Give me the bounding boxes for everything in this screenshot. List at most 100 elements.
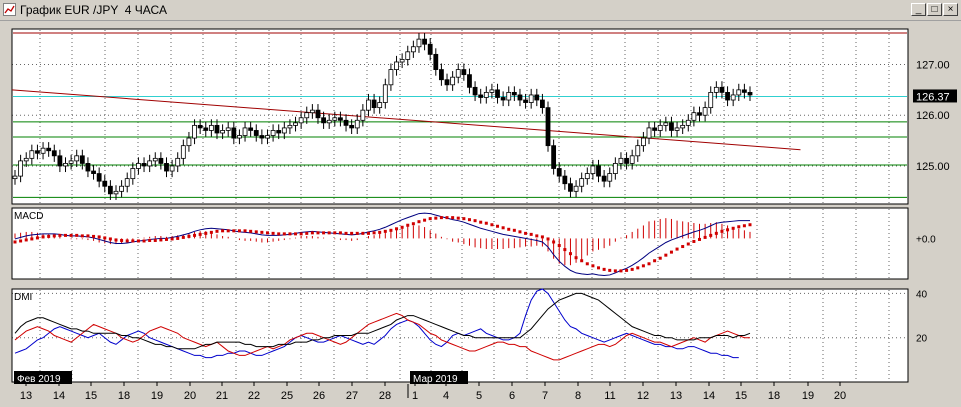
macd-signal-dot	[164, 237, 168, 241]
x-axis-label: 7	[542, 390, 548, 402]
candle-body	[18, 160, 24, 177]
maximize-button[interactable]: □	[927, 3, 942, 16]
macd-signal-dot	[479, 220, 483, 224]
macd-signal-dot	[473, 219, 477, 223]
candle-body	[410, 46, 416, 53]
candle-body	[147, 160, 153, 167]
window-title: График EUR /JPY 4 ЧАСА	[20, 3, 167, 17]
macd-signal-dot	[675, 247, 679, 251]
macd-signal-dot	[636, 266, 640, 270]
candle-body	[119, 185, 125, 192]
macd-signal-dot	[406, 223, 410, 227]
macd-signal-dot	[170, 237, 174, 241]
x-axis-label: 20	[834, 390, 846, 402]
price-panel	[11, 28, 909, 205]
macd-signal-dot	[451, 216, 455, 220]
candle-body	[405, 51, 411, 60]
macd-signal-dot	[63, 233, 67, 237]
macd-signal-dot	[400, 225, 404, 229]
x-axis-label: 27	[346, 390, 358, 402]
macd-signal-dot	[338, 231, 342, 235]
macd-signal-dot	[226, 229, 230, 233]
macd-signal-dot	[630, 267, 634, 271]
candle-body	[175, 157, 181, 167]
chart-app-icon	[3, 3, 16, 16]
date-flag-bg	[410, 371, 468, 384]
candle-body	[321, 117, 326, 124]
candle-body	[607, 173, 613, 182]
x-axis-label: 6	[509, 390, 515, 402]
date-flag-label: Фев 2019	[17, 374, 61, 385]
candle-body	[281, 127, 287, 134]
candle-body	[422, 38, 427, 45]
candle-body	[523, 99, 528, 103]
candle-body	[472, 86, 478, 96]
x-axis-label: 19	[802, 390, 814, 402]
macd-signal-dot	[198, 232, 202, 236]
price-tick-label: 127.00	[916, 60, 950, 72]
candle-body	[669, 122, 674, 131]
macd-signal-dot	[237, 229, 241, 233]
candle-body	[629, 155, 635, 164]
macd-signal-dot	[574, 256, 578, 260]
candle-body	[540, 99, 545, 109]
macd-signal-dot	[333, 231, 337, 235]
candle-body	[590, 165, 596, 174]
macd-signal-dot	[726, 228, 730, 232]
current-price-label: 126.37	[916, 91, 950, 103]
macd-signal-dot	[52, 234, 56, 238]
macd-signal-dot	[669, 250, 673, 254]
macd-signal-dot	[69, 233, 73, 237]
candle-body	[265, 135, 270, 139]
candle-body	[197, 124, 203, 129]
candle-body	[203, 127, 209, 131]
candle-body	[259, 135, 265, 139]
macd-signal-dot	[597, 266, 601, 270]
close-button[interactable]: ×	[943, 3, 958, 16]
dmi-panel	[11, 288, 909, 383]
macd-signal-dot	[653, 259, 657, 263]
macd-signal-dot	[148, 238, 152, 242]
dmi-tick-label: 40	[916, 289, 928, 300]
macd-signal-dot	[619, 269, 623, 273]
macd-signal-dot	[518, 230, 522, 234]
candle-body	[107, 185, 113, 195]
macd-signal-dot	[585, 262, 589, 266]
candle-body	[124, 178, 130, 187]
macd-signal-dot	[703, 235, 707, 239]
macd-signal-dot	[540, 235, 544, 239]
macd-signal-dot	[92, 234, 96, 238]
dmi-plus-di-line	[14, 288, 739, 359]
macd-signal-dot	[395, 227, 399, 231]
candle-body	[680, 124, 686, 129]
date-flag-label: Мар 2019	[413, 374, 458, 385]
candle-body	[467, 74, 472, 88]
macd-signal-dot	[647, 262, 651, 266]
candle-body	[562, 175, 568, 185]
candle-body	[702, 107, 708, 116]
x-axis-label: 13	[20, 390, 32, 402]
macd-signal-dot	[193, 233, 197, 237]
macd-signal-dot	[181, 235, 185, 239]
macd-signal-dot	[265, 231, 269, 235]
minimize-button[interactable]: _	[911, 3, 926, 16]
dmi-adx-line	[14, 292, 751, 350]
macd-signal-dot	[580, 259, 584, 263]
macd-signal-dot	[501, 226, 505, 230]
macd-signal-dot	[742, 224, 746, 228]
candle-body	[433, 53, 439, 70]
candle-body	[12, 175, 18, 180]
candle-body	[394, 61, 399, 70]
candle-body	[304, 112, 310, 119]
candle-body	[231, 127, 237, 139]
candle-body	[450, 76, 456, 86]
macd-signal-dot	[316, 231, 320, 235]
macd-signal-dot	[80, 234, 84, 238]
x-axis-label: 14	[703, 390, 715, 402]
x-axis-label: 12	[637, 390, 649, 402]
macd-signal-dot	[254, 230, 258, 234]
macd-signal-dot	[221, 229, 225, 233]
price-tick-label: 126.00	[916, 110, 950, 122]
macd-signal-dot	[658, 256, 662, 260]
macd-signal-dot	[608, 268, 612, 272]
